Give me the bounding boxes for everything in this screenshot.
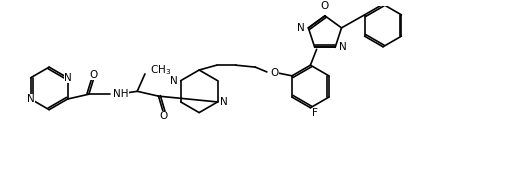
Text: O: O xyxy=(159,112,168,121)
Text: NH: NH xyxy=(113,89,128,99)
Text: F: F xyxy=(312,108,318,118)
Text: N: N xyxy=(64,73,71,83)
Text: O: O xyxy=(271,68,279,78)
Text: N: N xyxy=(339,42,347,52)
Text: N: N xyxy=(170,76,178,86)
Text: O: O xyxy=(321,1,329,11)
Text: N: N xyxy=(221,97,228,107)
Text: O: O xyxy=(90,70,98,80)
Text: N: N xyxy=(297,23,304,33)
Text: CH$_3$: CH$_3$ xyxy=(150,63,171,77)
Text: N: N xyxy=(27,94,35,104)
